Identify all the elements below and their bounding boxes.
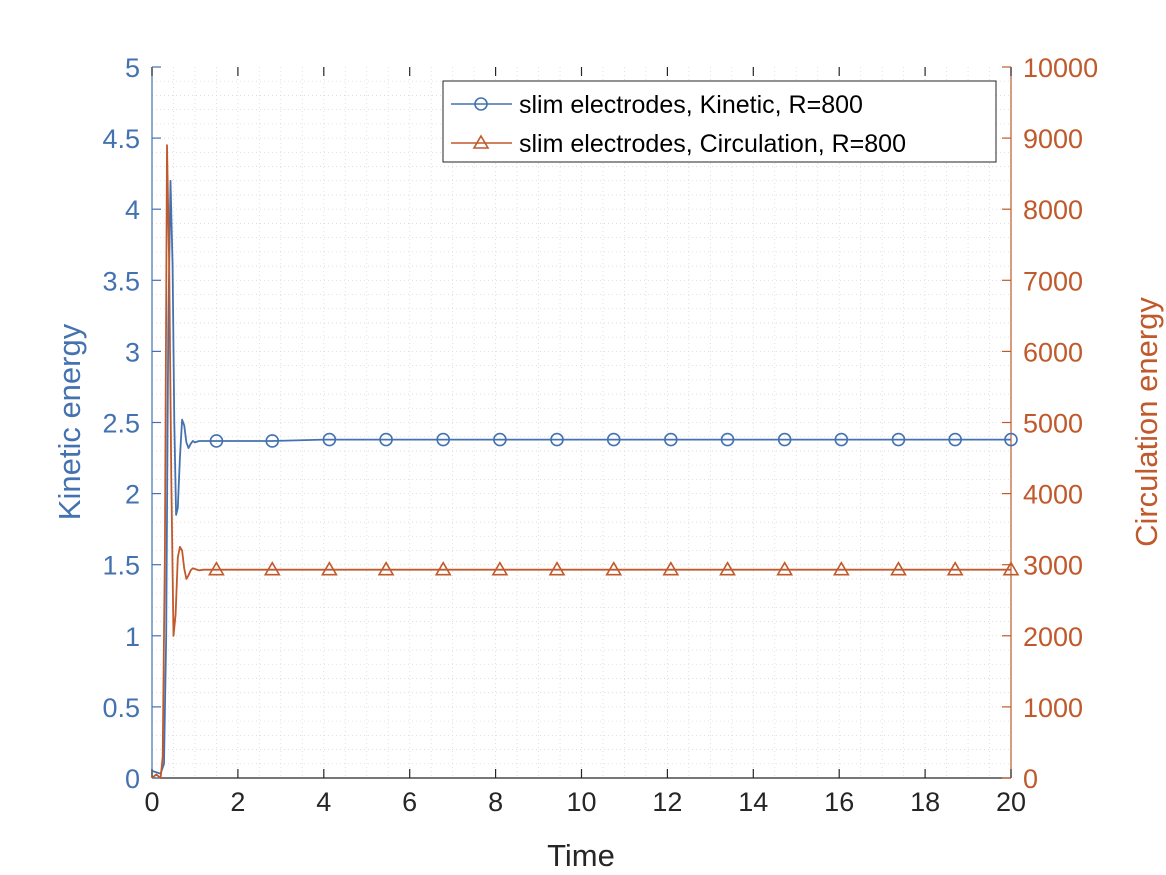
kinetic-marker [777,432,792,447]
kinetic-marker [322,432,337,447]
left-y-axis-ticks: 0 0.5 1 1.5 2 2.5 3 3.5 4 4.5 5 [102,53,161,794]
left-y-tick-label: 1 [125,622,140,652]
x-tick-label: 14 [738,787,768,817]
right-y-tick-label: 1000 [1023,693,1083,723]
right-y-axis-title: Circulation energy [1129,297,1164,547]
left-y-axis-title: Kinetic energy [52,323,87,520]
kinetic-marker [834,432,849,447]
x-tick-label: 12 [652,787,682,817]
kinetic-marker [664,432,678,447]
circulation-marker [377,561,395,576]
series-line-kinetic [151,179,1011,775]
kinetic-marker [720,432,735,447]
right-y-tick-label: 5000 [1023,409,1083,439]
right-y-tick-label: 6000 [1023,337,1083,367]
left-y-tick-label: 2 [125,480,140,510]
right-y-tick-label: 2000 [1023,622,1083,652]
right-y-tick-label: 7000 [1023,266,1083,296]
x-tick-label: 8 [488,787,503,817]
series-line-circulation [151,144,1011,779]
circulation-marker [1002,561,1020,576]
right-y-tick-label: 4000 [1023,480,1083,510]
circulation-marker [263,561,281,576]
circulation-marker [208,561,225,576]
circulation-marker [662,561,680,576]
kinetic-marker [265,434,280,448]
kinetic-marker [436,432,451,447]
left-y-tick-label: 4 [125,195,140,225]
x-tick-label: 16 [824,787,854,817]
legend-circulation-marker [472,134,490,149]
circulation-marker [890,561,907,576]
left-y-tick-label: 0.5 [102,693,140,723]
x-tick-label: 2 [230,787,245,817]
left-y-tick-label: 3.5 [102,266,140,296]
right-y-axis-ticks: 0 1000 2000 3000 4000 5000 6000 7000 8000 9000 100… [1002,53,1098,794]
kinetic-marker [550,432,564,447]
left-y-tick-label: 0 [125,764,140,794]
right-y-tick-label: 0 [1023,764,1038,794]
circulation-marker [832,561,850,576]
left-y-tick-label: 4.5 [102,124,140,154]
kinetic-marker [948,432,962,447]
legend-kinetic-label: slim electrodes, Kinetic, R=800 [519,91,863,119]
circulation-marker [434,561,452,576]
x-tick-label: 0 [144,787,159,817]
left-y-tick-label: 1.5 [102,551,140,581]
legend: slim electrodes, Kinetic, R=800 slim ele… [442,80,997,163]
legend-circulation-label: slim electrodes, Circulation, R=800 [519,130,906,158]
x-axis-title: Time [547,838,615,873]
kinetic-marker [1004,432,1018,447]
circulation-marker [320,561,338,576]
x-tick-label: 20 [996,787,1026,817]
right-y-tick-label: 8000 [1023,195,1083,225]
legend-kinetic-marker [474,97,488,111]
circulation-marker [719,561,736,576]
right-y-tick-label: 3000 [1023,551,1083,581]
kinetic-marker [493,432,507,447]
x-tick-label: 4 [316,787,331,817]
circulation-marker [946,561,964,576]
right-y-tick-label: 10000 [1023,53,1098,83]
legend-box [442,80,997,163]
circulation-marker [605,561,623,576]
kinetic-marker [209,434,224,448]
left-y-tick-label: 5 [125,53,140,83]
circulation-marker [491,561,509,576]
circulation-marker [776,561,794,576]
x-axis-ticks: 0 2 4 6 8 10 12 14 16 18 20 [144,67,1026,817]
x-tick-label: 10 [566,787,596,817]
x-tick-label: 6 [402,787,417,817]
series-layer [151,144,1020,779]
kinetic-marker [379,432,393,447]
kinetic-marker [606,432,621,447]
left-y-tick-label: 2.5 [102,409,140,439]
circulation-marker [548,561,566,576]
right-y-tick-label: 9000 [1023,124,1083,154]
kinetic-marker [891,432,906,447]
x-tick-label: 18 [910,787,940,817]
left-y-tick-label: 3 [125,337,140,367]
minor-grid [152,67,1011,778]
